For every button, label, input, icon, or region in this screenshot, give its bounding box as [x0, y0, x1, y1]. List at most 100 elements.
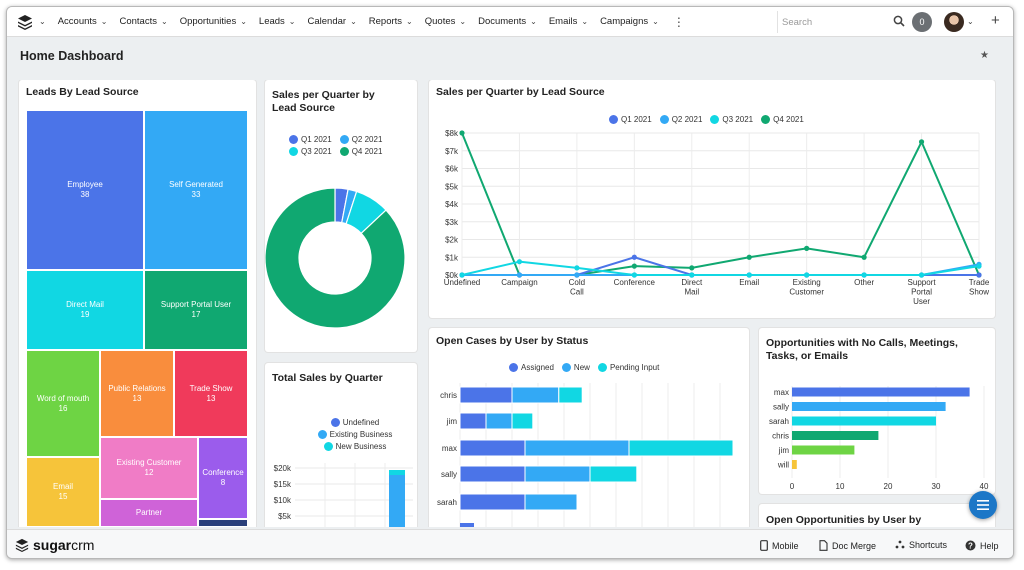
nav-item-opportunities[interactable]: Opportunities ⌄ [174, 7, 253, 37]
series-point[interactable] [976, 272, 982, 278]
treemap-cell[interactable]: Word of mouth 16 [26, 350, 100, 457]
total-sales-bar[interactable] [389, 470, 405, 475]
chevron-down-icon[interactable]: ⌄ [160, 17, 168, 26]
opp-bar[interactable] [792, 431, 879, 440]
series-point[interactable] [918, 139, 925, 145]
line-legend-item[interactable]: Q3 2021 [710, 115, 753, 124]
search-icon[interactable] [893, 15, 905, 27]
cases-legend-item[interactable]: Pending Input [597, 363, 659, 372]
chevron-down-icon[interactable]: ⌄ [100, 17, 108, 26]
series-line[interactable] [462, 256, 979, 276]
treemap-cell[interactable]: Existing Customer 12 [100, 437, 198, 499]
case-bar[interactable] [589, 465, 638, 483]
nav-item-campaigns[interactable]: Campaigns ⌄ [594, 7, 665, 37]
treemap-cell[interactable]: Employee 38 [26, 110, 144, 270]
line-legend-item[interactable]: Q4 2021 [761, 115, 804, 124]
treemap-cell[interactable]: Public Relations 13 [100, 350, 174, 437]
series-point[interactable] [631, 254, 637, 260]
nav-item-reports[interactable]: Reports ⌄ [363, 7, 419, 37]
series-point[interactable] [689, 265, 695, 271]
opp-bar[interactable] [792, 387, 970, 397]
series-point[interactable] [746, 254, 752, 260]
chevron-down-icon[interactable]: ⌄ [459, 17, 467, 26]
total-sales-legend-item[interactable]: New Business [323, 442, 386, 451]
chevron-down-icon[interactable]: ⌄ [406, 17, 413, 26]
series-point[interactable] [574, 272, 580, 278]
case-bar[interactable] [459, 386, 513, 404]
favorite-star-icon[interactable]: ★ [980, 50, 989, 61]
notifications-badge[interactable]: 0 [912, 12, 932, 32]
series-point[interactable] [861, 272, 867, 278]
nav-item-contacts[interactable]: Contacts ⌄ [113, 7, 173, 37]
series-point[interactable] [459, 130, 465, 136]
treemap-cell[interactable]: Email 15 [26, 457, 100, 527]
series-point[interactable] [574, 265, 580, 271]
opp-bar[interactable] [792, 445, 855, 455]
nav-item-calendar[interactable]: Calendar ⌄ [302, 7, 363, 37]
chevron-down-icon[interactable]: ⌄ [581, 17, 589, 26]
series-point[interactable] [918, 272, 925, 278]
treemap-cell[interactable]: Conference 8 [198, 437, 248, 519]
series-line[interactable] [462, 263, 980, 276]
donut-legend-item[interactable]: Q1 2021 [289, 135, 332, 144]
treemap-cell[interactable] [198, 519, 248, 527]
opp-bar[interactable] [792, 416, 936, 426]
opp-bar[interactable] [792, 402, 946, 411]
case-bar[interactable] [459, 493, 526, 511]
case-bar[interactable] [459, 465, 526, 483]
case-bar[interactable] [558, 386, 583, 404]
series-point[interactable] [861, 254, 867, 260]
series-point[interactable] [631, 272, 637, 278]
chevron-down-icon[interactable]: ⌄ [967, 17, 974, 26]
donut-legend-item[interactable]: Q3 2021 [289, 147, 332, 156]
treemap-cell[interactable]: Support Portal User 17 [144, 270, 248, 350]
series-point[interactable] [459, 272, 465, 278]
chevron-down-icon[interactable]: ⌄ [240, 17, 247, 26]
case-bar[interactable] [628, 439, 734, 457]
series-point[interactable] [976, 263, 982, 269]
case-bar[interactable] [459, 439, 526, 457]
total-sales-bar[interactable] [389, 475, 405, 527]
mobile-button[interactable]: Mobile [760, 540, 799, 551]
series-point[interactable] [804, 245, 810, 251]
series-point[interactable] [689, 272, 695, 278]
user-avatar[interactable] [944, 12, 964, 32]
cases-legend-item[interactable]: Assigned [509, 363, 554, 372]
chevron-down-icon[interactable]: ⌄ [288, 17, 296, 26]
case-bar[interactable] [524, 439, 630, 457]
series-point[interactable] [516, 272, 523, 278]
nav-item-emails[interactable]: Emails ⌄ [543, 7, 594, 37]
donut-slice[interactable] [265, 187, 406, 329]
series-point[interactable] [746, 272, 752, 278]
donut-legend-item[interactable]: Q2 2021 [339, 135, 382, 144]
series-line[interactable] [461, 260, 980, 276]
case-bar[interactable] [524, 493, 578, 511]
treemap-cell[interactable]: Partner [100, 499, 198, 527]
case-bar[interactable] [485, 412, 513, 430]
search-input[interactable]: Search [782, 16, 813, 28]
case-bar[interactable] [511, 386, 560, 404]
treemap-cell[interactable]: Trade Show 13 [174, 350, 248, 437]
nav-item-documents[interactable]: Documents ⌄ [472, 7, 543, 37]
total-sales-legend-item[interactable]: Existing Business [317, 430, 392, 439]
series-point[interactable] [516, 259, 523, 265]
doc-merge-button[interactable]: Doc Merge [819, 540, 876, 551]
case-bar[interactable] [460, 523, 474, 527]
case-bar[interactable] [459, 412, 487, 430]
line-legend-item[interactable]: Q1 2021 [609, 115, 652, 124]
chevron-down-icon[interactable]: ⌄ [530, 17, 537, 26]
treemap-cell[interactable]: Direct Mail 19 [26, 270, 144, 350]
opp-bar[interactable] [792, 460, 797, 469]
cases-legend-item[interactable]: New [561, 363, 590, 372]
line-legend-item[interactable]: Q2 2021 [659, 115, 702, 124]
total-sales-legend-item[interactable]: Undefined [330, 418, 379, 427]
app-launcher[interactable]: ⌄ [7, 7, 52, 37]
case-bar[interactable] [524, 465, 591, 483]
case-bar[interactable] [511, 412, 534, 430]
chevron-down-icon[interactable]: ⌄ [652, 17, 659, 26]
nav-item-leads[interactable]: Leads ⌄ [253, 7, 302, 37]
nav-item-quotes[interactable]: Quotes ⌄ [419, 7, 472, 37]
shortcuts-button[interactable]: Shortcuts [895, 540, 947, 550]
chevron-down-icon[interactable]: ⌄ [350, 17, 357, 26]
help-button[interactable]: ? Help [965, 540, 999, 551]
